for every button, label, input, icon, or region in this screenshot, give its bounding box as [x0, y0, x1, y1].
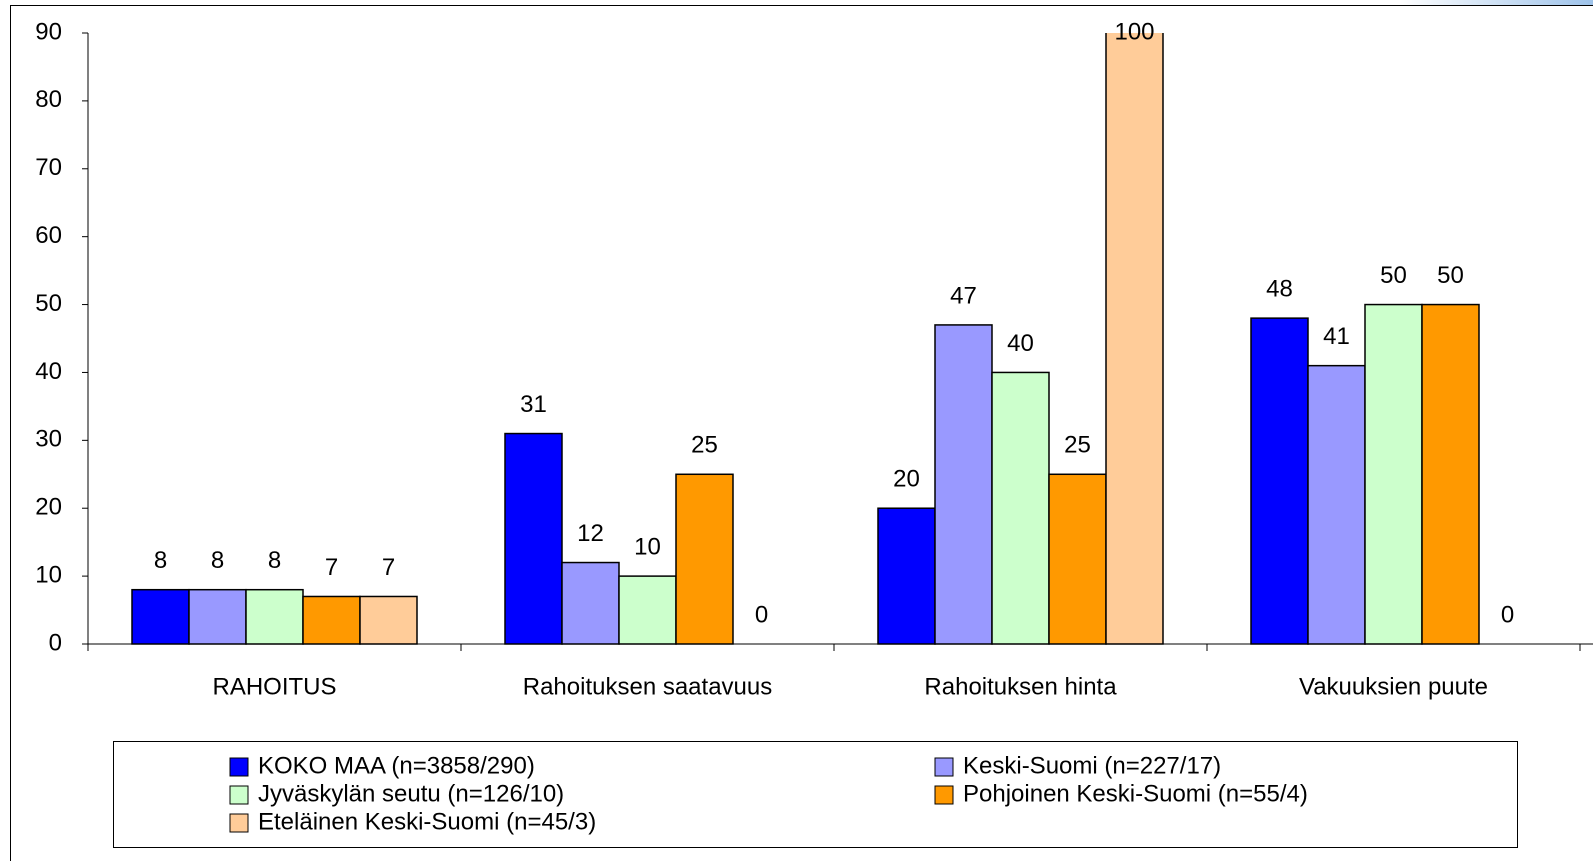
data-label: 41 — [1323, 323, 1350, 350]
bar — [618, 575, 677, 645]
legend-label: Jyväskylän seutu (n=126/10) — [258, 780, 564, 807]
bar — [561, 561, 620, 645]
data-label: 8 — [268, 547, 281, 574]
bar — [675, 473, 734, 645]
data-label: 31 — [520, 391, 547, 418]
bar — [1105, 33, 1164, 645]
data-label: 47 — [950, 282, 977, 309]
x-tick-label: RAHOITUS — [212, 673, 336, 700]
chart-frame — [10, 5, 1593, 861]
bar — [188, 588, 247, 645]
y-tick-label: 0 — [49, 629, 62, 656]
bar — [877, 507, 936, 645]
decoration — [1400, 0, 1593, 5]
legend-label: Pohjoinen Keski-Suomi (n=55/4) — [963, 780, 1308, 807]
data-label: 50 — [1437, 262, 1464, 289]
bar — [131, 588, 190, 645]
plot-area — [131, 33, 1480, 645]
legend-swatch — [229, 813, 249, 833]
y-tick-label: 30 — [35, 426, 62, 453]
data-label: 25 — [691, 432, 718, 459]
x-tick-label: Rahoituksen saatavuus — [523, 673, 773, 700]
y-tick-label: 50 — [35, 290, 62, 317]
bar — [1048, 473, 1107, 645]
data-label: 50 — [1380, 262, 1407, 289]
data-label: 25 — [1064, 432, 1091, 459]
data-label: 12 — [577, 520, 604, 547]
legend-swatch — [934, 757, 954, 777]
data-label: 48 — [1266, 275, 1293, 302]
legend-swatch — [934, 785, 954, 805]
data-label: 0 — [755, 601, 768, 628]
legend-label: Keski-Suomi (n=227/17) — [963, 752, 1221, 779]
bar — [1364, 303, 1423, 645]
data-label: 8 — [154, 547, 167, 574]
bar — [1421, 303, 1480, 645]
data-label: 7 — [382, 554, 395, 581]
bar — [302, 595, 361, 645]
bar — [1250, 317, 1309, 645]
data-label: 100 — [1114, 18, 1154, 45]
bar — [245, 588, 304, 645]
legend-swatch — [229, 757, 249, 777]
legend-box — [113, 741, 1518, 848]
y-tick-label: 10 — [35, 561, 62, 588]
data-label: 20 — [893, 466, 920, 493]
legend-swatch — [229, 785, 249, 805]
y-tick-label: 90 — [35, 18, 62, 45]
y-tick-label: 80 — [35, 86, 62, 113]
bar — [1307, 364, 1366, 645]
bar — [934, 324, 993, 645]
legend-label: Eteläinen Keski-Suomi (n=45/3) — [258, 808, 596, 835]
bar — [991, 371, 1050, 645]
y-tick-label: 70 — [35, 154, 62, 181]
data-label: 7 — [325, 554, 338, 581]
bar — [504, 432, 563, 645]
data-label: 8 — [211, 547, 224, 574]
data-label: 40 — [1007, 330, 1034, 357]
x-tick-label: Rahoituksen hinta — [924, 673, 1117, 700]
legend-label: KOKO MAA (n=3858/290) — [258, 752, 535, 779]
y-tick-label: 20 — [35, 494, 62, 521]
x-tick-label: Vakuuksien puute — [1299, 673, 1488, 700]
bar — [359, 595, 418, 645]
data-label: 0 — [1501, 601, 1514, 628]
y-tick-label: 40 — [35, 358, 62, 385]
data-label: 10 — [634, 533, 661, 560]
y-tick-label: 60 — [35, 222, 62, 249]
